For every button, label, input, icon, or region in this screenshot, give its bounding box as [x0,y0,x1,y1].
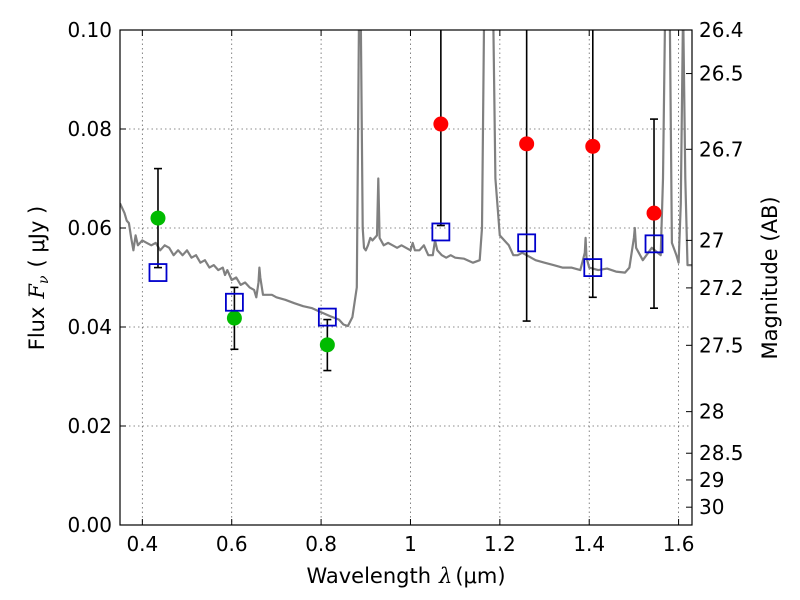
y-tick-label: 0.00 [67,513,112,537]
data-point-circle [519,136,535,152]
y-tick-label: 0.06 [67,216,112,240]
y2-tick-label: 27 [699,228,724,252]
data-point-circle [226,310,242,326]
x-tick-label: 0.4 [126,532,158,556]
data-point-square [583,258,603,278]
y-axis-ticks: 0.00 0.02 0.04 0.06 0.08 0.10 [67,18,126,537]
data-point-circle [150,210,166,226]
x-axis-ticks: 0.4 0.6 0.8 1 1.2 1.4 1.6 [126,30,695,556]
y2-tick-label: 28 [699,400,724,424]
data-point-circle [319,337,335,353]
y2-tick-label: 30 [699,495,724,519]
y2-tick-label: 29 [699,468,724,492]
y2-tick-label: 28.5 [699,441,744,465]
x-tick-label: 1 [404,532,417,556]
x-tick-label: 1.2 [484,532,516,556]
x-tick-label: 1.6 [663,532,695,556]
y-tick-label: 0.08 [67,117,112,141]
data-point-square [517,233,537,253]
y2-tick-label: 26.5 [699,62,744,86]
data-point-square [317,307,337,327]
x-tick-label: 0.8 [305,532,337,556]
data-point-square [224,292,244,312]
x-tick-label: 0.6 [216,532,248,556]
data-point-circle [433,116,449,132]
y2-axis-ticks: 26.4 26.5 26.7 27 27.2 27.5 28 28.5 29 30 [686,18,744,519]
y2-tick-label: 26.7 [699,137,744,161]
data-point-square [644,234,664,254]
y2-tick-label: 27.2 [699,276,744,300]
y-tick-label: 0.10 [67,18,112,42]
data-markers [148,116,664,353]
y2-tick-label: 26.4 [699,18,744,42]
data-point-circle [646,205,662,221]
data-point-circle [585,138,601,154]
plot-frame [119,29,693,526]
data-point-square [431,222,451,242]
y2-tick-label: 27.5 [699,333,744,357]
y-tick-label: 0.04 [67,315,112,339]
y2-axis-label: Magnitude (AB) [758,196,782,359]
y-axis-label: FluxFν( μJy ) [25,206,52,350]
x-axis-label: Wavelength λ (μm) [306,564,505,588]
x-tick-label: 1.4 [573,532,605,556]
y-tick-label: 0.02 [67,414,112,438]
plot-area [120,30,692,525]
data-point-square [148,263,168,282]
